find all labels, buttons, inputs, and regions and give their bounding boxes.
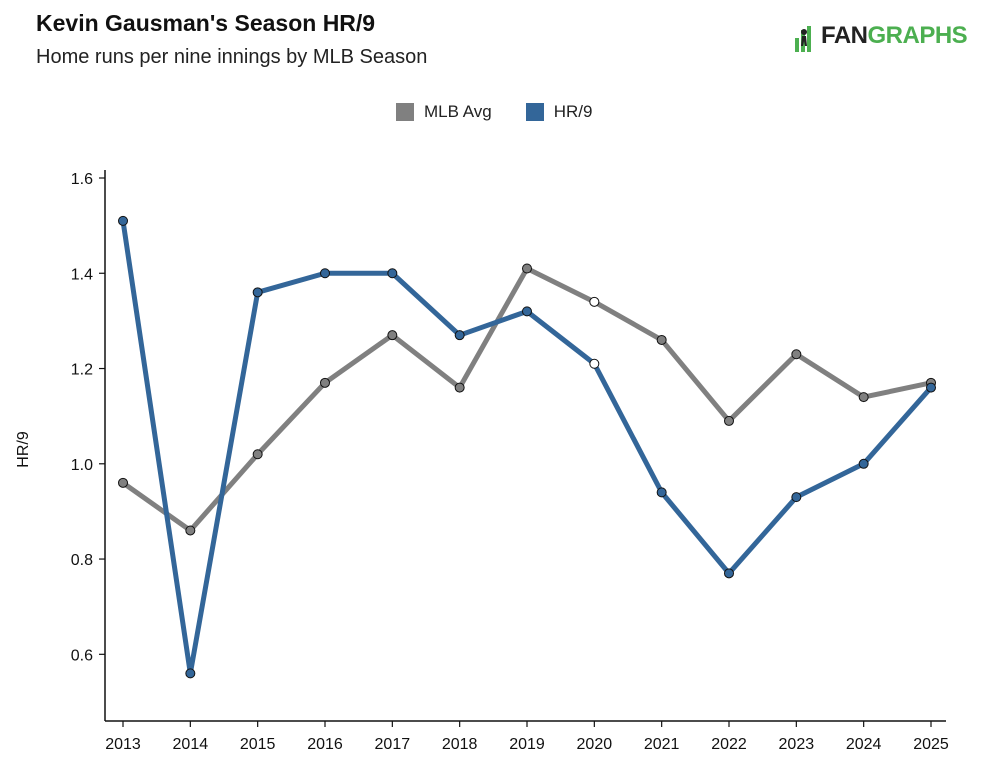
chart-title: Kevin Gausman's Season HR/9 (36, 10, 376, 36)
data-point-mlb-avg (454, 382, 465, 393)
y-tick-label: 1.4 (71, 266, 93, 283)
data-point-hr9 (252, 287, 263, 298)
legend-item-mlb-avg: MLB Avg (396, 102, 492, 122)
fangraphs-logo: FANGRAPHS (793, 22, 983, 56)
data-point-hr9 (656, 487, 667, 498)
legend-label-hr9: HR/9 (553, 102, 593, 121)
x-tick-label: 2022 (711, 736, 747, 753)
y-tick-label: 0.8 (71, 552, 93, 569)
y-axis-label: HR/9 (15, 431, 32, 468)
x-tick-label: 2018 (442, 736, 478, 753)
data-point-hr9 (454, 330, 465, 341)
legend-item-hr9: HR/9 (525, 102, 593, 122)
data-point-hr9 (858, 458, 869, 469)
y-tick-label: 1.0 (71, 457, 93, 474)
data-point-mlb-avg (724, 415, 734, 426)
x-tick-label: 2016 (307, 736, 343, 753)
data-point-hr9 (522, 306, 532, 317)
data-point-hr9 (320, 268, 330, 279)
logo-text-fan: FAN (821, 22, 868, 49)
legend-swatch-mlb-avg (396, 103, 414, 121)
logo-text-graphs: GRAPHS (867, 22, 968, 49)
data-point-mlb-avg (589, 296, 600, 307)
data-point-mlb-avg (387, 330, 398, 341)
x-tick-label: 2023 (779, 736, 815, 753)
data-point-hr9 (589, 358, 600, 369)
x-tick-label: 2015 (240, 736, 276, 753)
data-point-mlb-avg (858, 392, 869, 403)
legend-swatch-hr9 (525, 103, 544, 121)
data-point-hr9 (791, 492, 802, 503)
chart-subtitle: Home runs per nine innings by MLB Season (36, 46, 428, 68)
data-point-mlb-avg (118, 477, 128, 488)
logo-bars-icon (795, 26, 811, 52)
x-tick-label: 2025 (913, 736, 949, 753)
data-point-mlb-avg (522, 263, 532, 274)
y-tick-label: 1.2 (71, 362, 93, 379)
series-line-hr9 (120, 218, 934, 676)
data-point-hr9 (387, 268, 398, 279)
x-tick-label: 2019 (509, 736, 545, 753)
data-point-hr9 (185, 668, 196, 679)
x-tick-label: 2017 (375, 736, 411, 753)
data-point-mlb-avg (320, 377, 330, 388)
data-point-hr9 (926, 382, 936, 393)
data-point-hr9 (724, 568, 734, 579)
y-tick-label: 0.6 (71, 647, 93, 664)
x-tick-label: 2014 (173, 736, 209, 753)
x-tick-label: 2024 (846, 736, 882, 753)
data-point-mlb-avg (791, 349, 802, 360)
data-point-hr9 (118, 215, 128, 226)
data-point-mlb-avg (656, 334, 667, 345)
data-point-mlb-avg (185, 525, 196, 536)
chart-legend: MLB Avg HR/9 (396, 100, 592, 124)
legend-label-mlb-avg: MLB Avg (424, 102, 492, 121)
x-tick-label: 2020 (577, 736, 613, 753)
x-tick-label: 2021 (644, 736, 680, 753)
x-tick-label: 2013 (105, 736, 141, 753)
y-tick-label: 1.6 (71, 171, 93, 188)
data-point-mlb-avg (252, 449, 263, 460)
